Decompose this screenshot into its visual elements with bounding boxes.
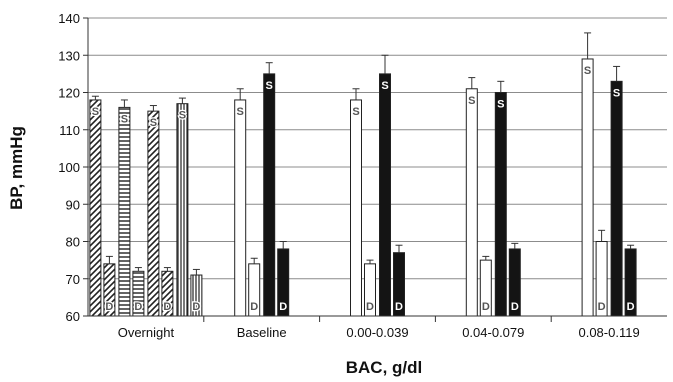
- bar-label-systolic: S: [352, 106, 359, 118]
- bar-label-systolic: S: [121, 113, 128, 125]
- y-tick-label: 130: [58, 48, 80, 63]
- bar-label-systolic: S: [613, 87, 620, 99]
- y-tick-label: 110: [59, 123, 80, 138]
- tick-labels: 60 70 80 90 100 110 120 130 140 Overnight Baseline…: [58, 11, 639, 340]
- bar-label-diastolic: D: [163, 301, 171, 313]
- bar-label-diastolic: D: [134, 301, 142, 313]
- y-tick-label: 80: [66, 235, 80, 250]
- bar-label-diastolic: D: [511, 301, 519, 313]
- bar-systolic: [234, 99, 247, 317]
- y-axis-title: BP, mmHg: [7, 126, 26, 210]
- bar-systolic: [581, 58, 594, 317]
- bar-systolic: [263, 73, 276, 317]
- bars: S D S D S D S D S D S D S D S D S D S D S D S D: [89, 32, 637, 317]
- axes: [83, 17, 667, 322]
- y-tick-label: 70: [66, 272, 80, 287]
- bar-label-diastolic: D: [482, 301, 490, 313]
- bar-systolic: [610, 80, 623, 317]
- bar-label-systolic: S: [381, 80, 388, 92]
- y-tick-label: 140: [58, 11, 80, 26]
- x-tick-label: 0.04-0.079: [462, 325, 524, 340]
- bar-label-diastolic: D: [627, 301, 635, 313]
- bar-label-systolic: S: [468, 95, 475, 107]
- bar-systolic: [350, 99, 362, 317]
- x-tick-label: 0.00-0.039: [346, 325, 408, 340]
- bar-label-systolic: S: [237, 106, 244, 118]
- y-tick-label: 100: [58, 160, 80, 175]
- bar-systolic: [147, 110, 160, 317]
- bar-label-diastolic: D: [366, 301, 374, 313]
- bar-label-systolic: S: [150, 117, 157, 129]
- bar-systolic: [176, 103, 189, 317]
- bar-label-diastolic: D: [598, 301, 606, 313]
- bar-label-diastolic: D: [395, 301, 403, 313]
- bar-systolic: [465, 88, 478, 317]
- x-tick-label: Baseline: [237, 325, 287, 340]
- bar-systolic: [118, 106, 131, 317]
- bar-label-systolic: S: [584, 65, 591, 77]
- bar-label-diastolic: D: [250, 301, 258, 313]
- y-tick-label: 120: [58, 86, 80, 101]
- y-tick-label: 90: [66, 197, 80, 212]
- bar-label-diastolic: D: [105, 301, 113, 313]
- bar-systolic: [379, 73, 391, 317]
- gridlines: [88, 17, 667, 280]
- bar-systolic: [494, 92, 507, 317]
- x-tick-label: 0.08-0.119: [578, 325, 639, 340]
- bar-label-diastolic: D: [279, 301, 287, 313]
- bar-label-diastolic: D: [192, 301, 200, 313]
- bar-label-systolic: S: [266, 80, 273, 92]
- bar-systolic: [89, 99, 102, 317]
- bar-label-systolic: S: [179, 110, 186, 122]
- bar-label-systolic: S: [497, 99, 504, 111]
- x-axis-title: BAC, g/dl: [346, 358, 423, 377]
- x-tick-label: Overnight: [118, 325, 175, 340]
- y-tick-label: 60: [66, 309, 80, 324]
- bar-label-systolic: S: [92, 106, 99, 118]
